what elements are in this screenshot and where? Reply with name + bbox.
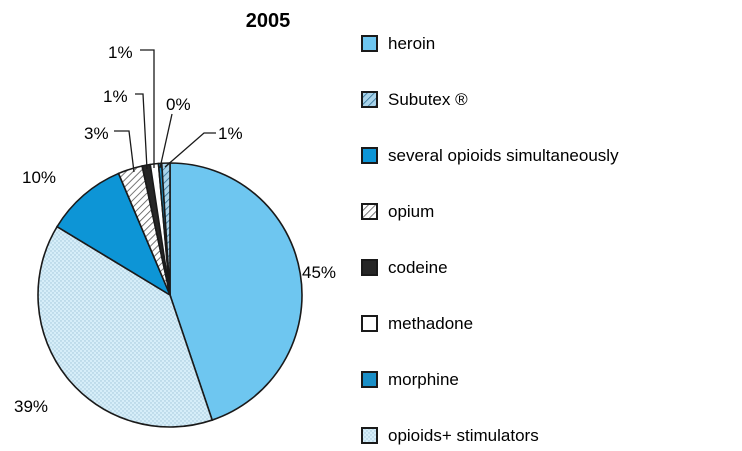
- pie-slice-opioids-stimulators: [37, 225, 214, 428]
- legend-label-morphine: morphine: [388, 370, 459, 389]
- legend-item-opium: opium: [361, 202, 434, 221]
- pie-slices: [37, 162, 303, 428]
- leader-line-opium: [114, 130, 135, 173]
- legend: heroin Subutex ® several opioids simultane…: [361, 34, 619, 445]
- legend-label-opioids-stimulators: opioids+ stimulators: [388, 426, 539, 445]
- slice-label-opioids-stimulators: 39%: [14, 397, 48, 416]
- slice-label-heroin: 45%: [302, 263, 336, 282]
- slice-label-morphine: 0%: [166, 95, 191, 114]
- slice-label-subutex: 1%: [218, 124, 243, 143]
- legend-label-heroin: heroin: [388, 34, 435, 53]
- slice-label-opium: 3%: [84, 124, 109, 143]
- leader-line-morphine: [159, 113, 173, 169]
- legend-item-heroin: heroin: [361, 34, 435, 53]
- legend-swatch-opium: [361, 203, 378, 220]
- slice-label-codeine: 1%: [103, 87, 128, 106]
- legend-swatch-morphine: [361, 371, 378, 388]
- legend-item-methadone: methadone: [361, 314, 473, 333]
- legend-label-codeine: codeine: [388, 258, 448, 277]
- legend-label-subutex: Subutex ®: [388, 90, 468, 109]
- legend-item-subutex: Subutex ®: [361, 90, 468, 109]
- legend-swatch-codeine: [361, 259, 378, 276]
- legend-label-opium: opium: [388, 202, 434, 221]
- legend-swatch-subutex: [361, 91, 378, 108]
- legend-label-several-opioids-simultaneously: several opioids simultaneously: [388, 146, 619, 165]
- pie-slice-several-opioids-simultaneously: [55, 172, 172, 297]
- legend-item-opioids-stimulators: opioids+ stimulators: [361, 426, 539, 445]
- leader-line-subutex: [164, 132, 216, 168]
- legend-item-codeine: codeine: [361, 258, 448, 277]
- leader-line-codeine: [135, 93, 148, 170]
- legend-swatch-heroin: [361, 35, 378, 52]
- legend-swatch-methadone: [361, 315, 378, 332]
- legend-swatch-several-opioids-simultaneously: [361, 147, 378, 164]
- slice-label-several-opioids-simultaneously: 10%: [22, 168, 56, 187]
- leader-line-methadone: [140, 49, 155, 168]
- slice-label-methadone: 1%: [108, 43, 133, 62]
- slice-labels: 45% 39% 10% 3% 1% 1% 0% 1%: [14, 43, 336, 416]
- legend-label-methadone: methadone: [388, 314, 473, 333]
- legend-item-morphine: morphine: [361, 370, 459, 389]
- pie-slice-heroin: [169, 162, 303, 422]
- legend-item-several-opioids-simultaneously: several opioids simultaneously: [361, 146, 619, 165]
- chart-title: 2005: [246, 10, 291, 32]
- leader-lines: [114, 49, 216, 173]
- legend-swatch-opioids-stimulators: [361, 427, 378, 444]
